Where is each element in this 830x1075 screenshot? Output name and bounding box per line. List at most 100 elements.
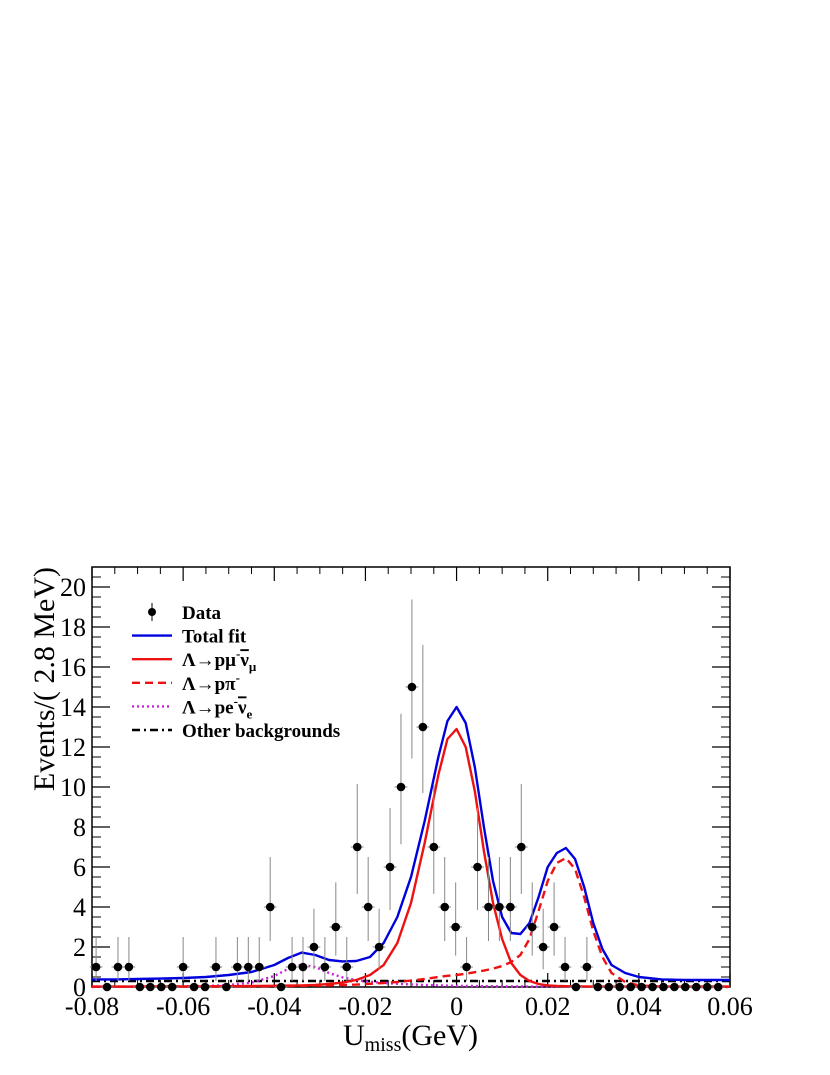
data-point (602, 982, 616, 992)
data-point (689, 982, 703, 992)
data-point (383, 808, 397, 910)
data-point (340, 937, 354, 981)
data-point (307, 908, 321, 970)
data-point (350, 784, 364, 894)
legend-label: Total fit (182, 627, 247, 648)
data-point (460, 937, 473, 981)
legend-label: Λ→pμ-νμ (182, 646, 257, 674)
data-marker (309, 942, 319, 952)
x-axis-title: Umiss(GeV) (343, 1019, 478, 1056)
legend-label: Data (182, 603, 222, 624)
data-point (296, 937, 310, 981)
data-marker (615, 982, 625, 992)
y-tick-label: 2 (73, 933, 86, 962)
data-point (111, 937, 125, 981)
data-marker (374, 942, 384, 952)
data-marker (265, 902, 275, 912)
data-point (230, 937, 244, 981)
y-tick-label: 18 (60, 613, 86, 642)
data-marker (200, 982, 210, 992)
data-marker (254, 962, 264, 972)
curve-sig (92, 727, 730, 988)
data-point (372, 908, 386, 970)
data-marker (124, 962, 134, 972)
x-tick-label: 0.04 (616, 992, 662, 1021)
data-marker (560, 962, 570, 972)
data-point (274, 982, 288, 992)
data-point (624, 982, 638, 992)
data-marker (571, 982, 581, 992)
data-point (711, 982, 725, 992)
data-marker (167, 982, 177, 992)
data-marker (451, 922, 460, 932)
data-point (471, 808, 484, 910)
x-axis-title-main: U (343, 1019, 365, 1052)
data-marker (549, 922, 559, 932)
data-point (89, 937, 103, 981)
data-marker (276, 982, 286, 992)
data-marker (462, 962, 471, 972)
curve-total (92, 705, 730, 982)
data-point (405, 599, 419, 759)
x-tick-label: -0.08 (65, 992, 119, 1021)
legend-label: Λ→pπ- (182, 670, 240, 695)
data-marker (713, 982, 723, 992)
data-marker (385, 862, 395, 872)
data-point (547, 882, 561, 956)
data-marker (298, 962, 308, 972)
data-marker (681, 982, 690, 992)
y-tick-label: 16 (60, 653, 86, 682)
data-marker (233, 962, 242, 972)
data-marker (506, 902, 515, 912)
data-marker (440, 902, 450, 912)
x-tick-label: -0.02 (338, 992, 392, 1021)
data-point (361, 857, 375, 941)
data-marker (135, 982, 145, 992)
data-point (558, 937, 572, 981)
data-marker (626, 982, 635, 992)
data-points (89, 599, 725, 992)
data-marker (91, 962, 101, 972)
data-point (100, 982, 114, 992)
data-point (318, 937, 332, 981)
data-marker (211, 962, 221, 972)
data-point (569, 982, 583, 992)
data-marker (222, 982, 231, 992)
data-marker (146, 982, 155, 992)
y-tick-label: 0 (73, 973, 86, 1002)
data-point (252, 937, 266, 981)
data-marker (637, 982, 646, 992)
data-marker (244, 962, 253, 972)
data-point (613, 982, 627, 992)
legend-entry-other: Other backgrounds (132, 721, 340, 742)
y-axis-title: Events/( 2.8 MeV) (28, 567, 61, 791)
data-point (329, 882, 343, 956)
data-point (198, 982, 212, 992)
data-point (514, 784, 528, 894)
data-marker (287, 962, 297, 972)
data-marker (320, 962, 330, 972)
data-point (165, 982, 179, 992)
data-point (187, 982, 201, 992)
data-marker (604, 982, 614, 992)
legend-entry-total: Total fit (132, 627, 247, 648)
y-tick-label: 4 (73, 893, 86, 922)
data-point (668, 982, 681, 992)
data-point (176, 937, 190, 981)
x-tick-label: 0.02 (525, 992, 571, 1021)
data-marker (102, 982, 112, 992)
y-tick-label: 14 (60, 693, 86, 722)
data-point (449, 882, 463, 956)
x-tick-label: -0.04 (247, 992, 301, 1021)
y-tick-label: 6 (73, 853, 86, 882)
data-marker (516, 842, 526, 852)
data-point (580, 937, 594, 981)
data-marker (352, 842, 362, 852)
data-marker (189, 982, 199, 992)
data-marker (495, 902, 504, 912)
y-tick-label: 12 (60, 733, 86, 762)
data-point (154, 982, 168, 992)
data-marker (363, 902, 373, 912)
legend-label: Other backgrounds (182, 721, 340, 742)
